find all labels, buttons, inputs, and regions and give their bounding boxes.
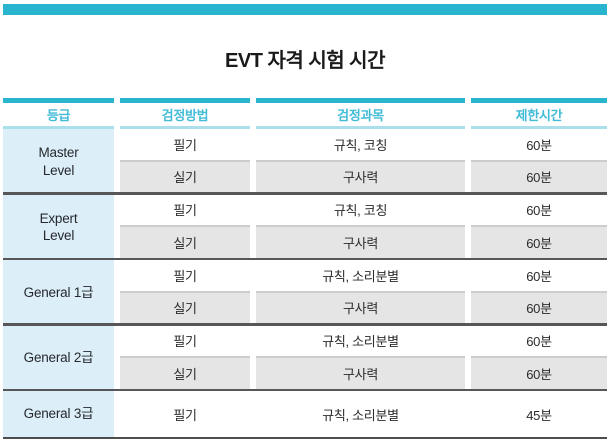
method-cell: 필기 — [120, 194, 250, 225]
time-cell: 60분 — [471, 260, 607, 291]
group-separator — [3, 257, 607, 260]
header-grade: 등급 — [3, 98, 114, 129]
grade-cell-master: Master Level — [38, 145, 79, 178]
time-cell: 60분 — [471, 227, 607, 258]
header-method: 검정방법 — [120, 98, 250, 129]
time-cell: 60분 — [471, 161, 607, 192]
row-divider — [471, 356, 607, 358]
row-divider — [120, 290, 250, 293]
method-cell: 실기 — [120, 292, 250, 323]
grade-strip: Master Level Expert Level General 1급 Gen… — [3, 129, 114, 437]
time-cell: 60분 — [471, 194, 607, 225]
subject-cell: 규칙, 소리분별 — [256, 325, 465, 356]
row-divider — [256, 356, 465, 358]
method-cell: 필기 — [120, 325, 250, 356]
time-cell: 60분 — [471, 292, 607, 323]
subject-cell: 구사력 — [256, 227, 465, 258]
row-divider — [471, 159, 607, 162]
subject-cell: 규칙, 코칭 — [256, 194, 465, 225]
group-separator — [3, 192, 607, 195]
subject-cell: 구사력 — [256, 161, 465, 192]
subject-cell: 규칙, 코칭 — [256, 129, 465, 160]
subject-cell: 규칙, 소리분별 — [256, 260, 465, 291]
method-cell: 실기 — [120, 227, 250, 258]
row-divider — [120, 225, 250, 227]
method-cell: 필기 — [120, 129, 250, 160]
time-cell: 60분 — [471, 129, 607, 160]
row-divider — [471, 225, 607, 227]
column-grade: 등급 Master Level Expert Level General 1급 … — [3, 98, 114, 437]
column-method: 검정방법 필기 실기 필기 실기 필기 실기 필기 실기 필기 — [120, 98, 250, 437]
time-cell: 60분 — [471, 358, 607, 389]
grade-cell-general2: General 2급 — [23, 350, 94, 366]
header-subject: 검정과목 — [256, 98, 465, 129]
grade-cell-general3: General 3급 — [23, 406, 94, 422]
row-divider — [256, 159, 465, 162]
method-cell: 실기 — [120, 161, 250, 192]
subject-cell: 규칙, 소리분별 — [256, 391, 465, 437]
column-time: 제한시간 60분 60분 60분 60분 60분 60분 60분 60분 45분 — [471, 98, 607, 437]
grade-cell-expert: Expert Level — [39, 210, 78, 244]
subject-cell: 구사력 — [256, 292, 465, 323]
method-cell: 필기 — [120, 391, 250, 437]
time-cell: 60분 — [471, 325, 607, 356]
method-cell: 실기 — [120, 358, 250, 389]
top-accent-bar — [3, 4, 607, 15]
page-title: EVT 자격 시험 시간 — [225, 50, 385, 72]
method-cell: 필기 — [120, 260, 250, 291]
grade-cell-general1: General 1급 — [23, 284, 94, 300]
exam-time-table: 등급 Master Level Expert Level General 1급 … — [3, 98, 607, 441]
row-divider — [256, 290, 465, 293]
group-separator — [3, 323, 607, 326]
row-divider — [256, 225, 465, 227]
row-divider — [471, 290, 607, 293]
group-separator — [3, 388, 607, 391]
row-divider — [120, 356, 250, 358]
subject-cell: 구사력 — [256, 358, 465, 389]
table-bottom-border — [3, 437, 607, 439]
header-time: 제한시간 — [471, 98, 607, 129]
time-cell: 45분 — [471, 391, 607, 437]
column-subject: 검정과목 규칙, 코칭 구사력 규칙, 코칭 구사력 규칙, 소리분별 구사력 … — [256, 98, 465, 437]
row-divider — [120, 159, 250, 162]
